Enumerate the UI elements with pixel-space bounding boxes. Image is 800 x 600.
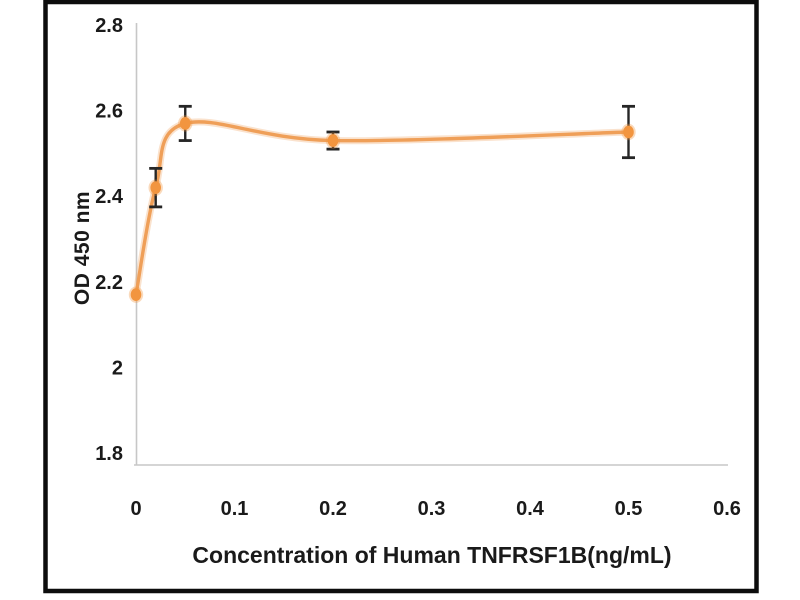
data-point	[150, 181, 161, 195]
y-tick-label: 2.4	[95, 186, 124, 208]
y-tick-label: 1.8	[95, 443, 123, 465]
y-tick-label: 2	[112, 357, 123, 379]
x-tick-label: 0.5	[615, 498, 643, 520]
chart-frame	[43, 0, 759, 594]
data-point	[327, 134, 339, 147]
y-axis-title: OD 450 nm	[71, 191, 94, 305]
x-tick-labels: 0 0.1 0.2 0.3 0.4 0.5 0.6	[130, 498, 740, 520]
x-tick-label: 0	[130, 498, 141, 520]
x-tick-label: 0.3	[418, 498, 446, 520]
data-point	[623, 125, 634, 139]
y-tick-label: 2.6	[95, 101, 123, 123]
x-axis-title: Concentration of Human TNFRSF1B(ng/mL)	[192, 542, 671, 568]
data-point	[179, 117, 191, 130]
x-tick-label: 0.1	[221, 498, 249, 520]
y-tick-labels: 1.8 2 2.2 2.4 2.6 2.8	[95, 15, 124, 465]
y-tick-label: 2.8	[95, 15, 123, 37]
x-tick-label: 0.2	[319, 498, 347, 520]
y-tick-label: 2.2	[95, 272, 123, 294]
x-tick-label: 0.6	[713, 498, 741, 520]
data-point	[130, 288, 142, 302]
x-tick-label: 0.4	[516, 498, 545, 520]
data-points	[128, 115, 636, 303]
